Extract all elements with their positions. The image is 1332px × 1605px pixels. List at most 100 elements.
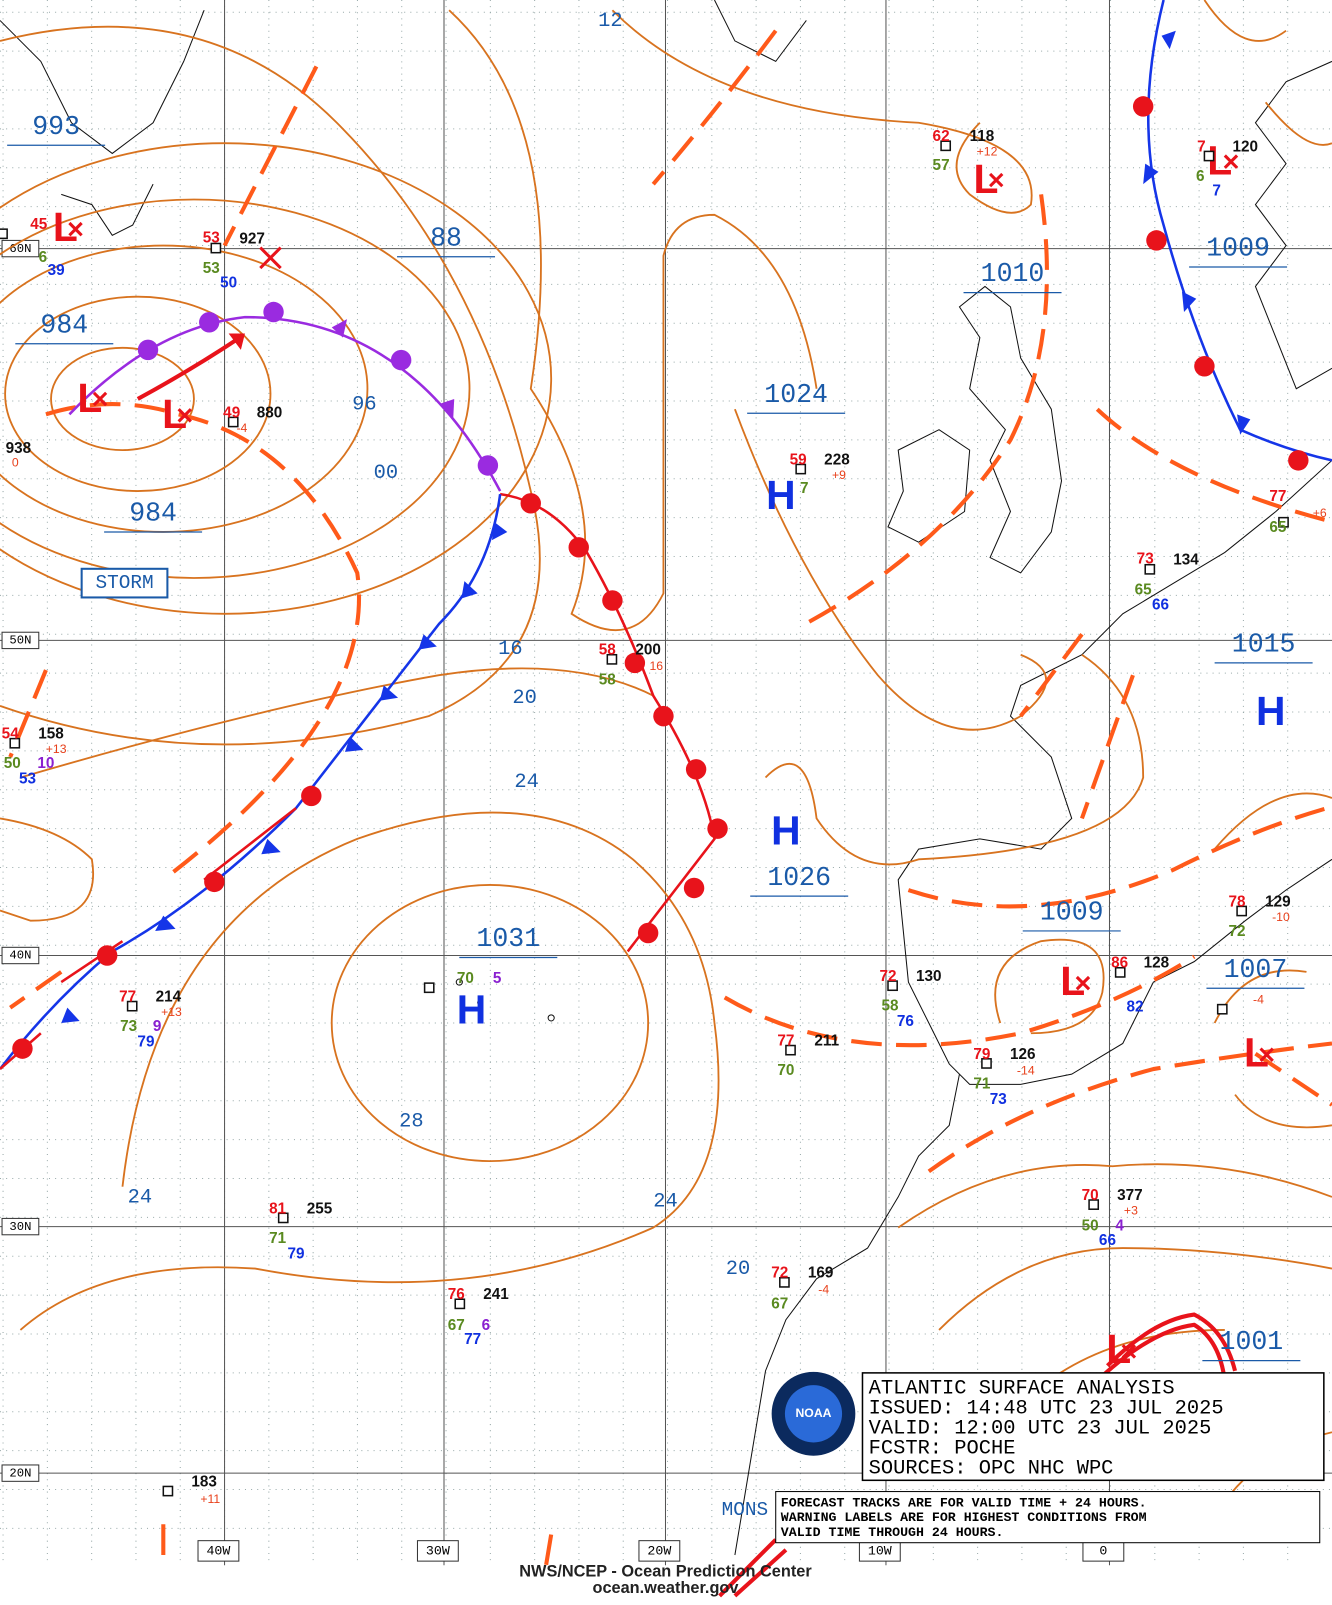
notes-box — [775, 1491, 1321, 1544]
station-symbol — [1203, 150, 1215, 162]
station-value: +13 — [46, 742, 67, 756]
isobars — [0, 0, 1332, 1535]
pressure-label: 1009 — [1206, 234, 1270, 264]
station-value: 200 — [635, 642, 661, 659]
lat-label-box — [1, 1217, 40, 1236]
station-value: 54 — [2, 726, 19, 743]
station-symbol — [1088, 1199, 1100, 1210]
note-line: FORECAST TRACKS ARE FOR VALID TIME + 24 … — [781, 1495, 1147, 1510]
station-value: 65 — [1135, 581, 1152, 598]
station-value: 45 — [30, 216, 47, 233]
station: 70 5 — [423, 970, 502, 994]
station: 49 880 -4 — [223, 404, 282, 435]
station-value: 134 — [1173, 552, 1199, 569]
pressure-label: 1010 — [981, 259, 1045, 289]
info-box — [861, 1372, 1325, 1482]
isobar-label: 24 — [128, 1186, 152, 1209]
station-value: 76 — [897, 1013, 914, 1030]
station-value: 53 — [19, 771, 36, 788]
pressure-label: 984 — [129, 499, 177, 529]
station: 59 228+9 7 — [790, 451, 851, 497]
station-symbol — [9, 737, 21, 749]
station-symbol — [126, 1000, 138, 1012]
pressure-label: 1007 — [1224, 955, 1288, 985]
station-value: 9 — [153, 1018, 162, 1035]
lat-label: 60N — [9, 242, 31, 256]
station-value: 6 — [482, 1317, 491, 1334]
station-value: 77 — [119, 988, 136, 1005]
info-line: ISSUED: 14:48 UTC 23 JUL 2025 — [869, 1398, 1224, 1421]
station-value: 67 — [448, 1317, 465, 1334]
station-value: 129 — [1265, 893, 1291, 910]
station-value: -4 — [818, 1282, 829, 1296]
isobar-label: 28 — [399, 1111, 423, 1134]
station-value: 377 — [1117, 1187, 1143, 1204]
station-value: 79 — [287, 1245, 304, 1262]
info-line: FCSTR: POCHE — [869, 1437, 1016, 1460]
station-value: 67 — [771, 1295, 788, 1312]
info-line: SOURCES: OPC NHC WPC — [869, 1457, 1114, 1480]
info-line: VALID: 12:00 UTC 23 JUL 2025 — [869, 1418, 1212, 1441]
station-value: 81 — [269, 1200, 286, 1217]
low-markers — [68, 154, 1274, 1359]
station: 62 118+12 57 — [933, 128, 998, 174]
station-value: 82 — [1126, 999, 1143, 1016]
station: 78 129-10 72 — [1229, 893, 1291, 940]
high-center: H — [1256, 688, 1285, 734]
pressure-label: 1031 — [476, 924, 540, 954]
station-value: 211 — [814, 1032, 839, 1049]
station-value: 58 — [882, 998, 899, 1015]
pressure-label: 1015 — [1232, 629, 1296, 659]
station-symbol — [795, 463, 807, 475]
station-value: 72 — [879, 968, 896, 985]
station-value: 118 — [970, 128, 995, 145]
low-center: L — [162, 391, 187, 437]
station-value: 73 — [1137, 551, 1154, 568]
station-symbol — [981, 1058, 992, 1069]
station-symbol — [0, 228, 8, 240]
station-value: 183 — [191, 1473, 217, 1490]
station-value: 6 — [1196, 168, 1205, 185]
station-value: 62 — [933, 128, 950, 145]
low-center: L — [974, 156, 999, 202]
station-value: -10 — [1272, 910, 1290, 924]
station-value: 938 — [6, 440, 32, 457]
station-symbol — [887, 980, 898, 992]
station: 77 211 70 — [777, 1032, 839, 1079]
station-value: 71 — [269, 1230, 286, 1247]
station-value: 4 — [1115, 1218, 1124, 1235]
station-symbol — [1236, 905, 1248, 917]
station-value: 50 — [4, 755, 21, 772]
station-value: 130 — [916, 968, 942, 985]
station-value: 16 — [649, 659, 663, 673]
station-value: 158 — [38, 726, 64, 743]
station-symbol — [1278, 516, 1289, 528]
high-center: H — [771, 808, 800, 854]
isobar-label: 24 — [514, 771, 538, 794]
station-value: +11 — [200, 1492, 220, 1506]
station-symbol — [210, 242, 222, 254]
station-value: 70 — [777, 1062, 794, 1079]
station: 72 169-4 67 — [771, 1265, 833, 1313]
station-symbol — [423, 982, 435, 994]
station: 76 241 67 677 — [448, 1286, 510, 1348]
station-value: 86 — [1111, 955, 1128, 972]
station-value: 76 — [448, 1286, 465, 1303]
isobar-label: 16 — [498, 638, 522, 661]
station: 183+11 — [162, 1473, 220, 1506]
station-value: -14 — [1017, 1063, 1035, 1077]
isobar-label: 96 — [352, 393, 376, 416]
station: 77 +6 65 — [1269, 488, 1327, 536]
station-value: 228 — [824, 451, 850, 468]
isobar-label: 12 — [598, 10, 622, 33]
station-value: -4 — [1253, 993, 1264, 1007]
station-value: 128 — [1144, 955, 1170, 972]
